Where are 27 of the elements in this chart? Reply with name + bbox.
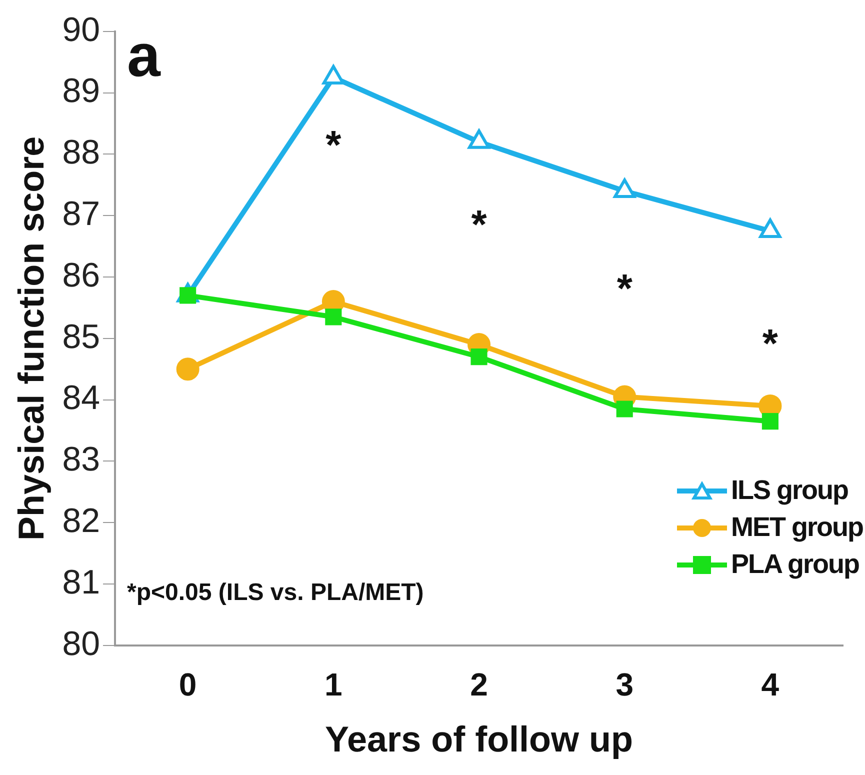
annotation: * [762, 322, 778, 366]
annotation: * [326, 123, 342, 168]
y-tick-label: 86 [62, 256, 100, 294]
legend-label: MET group [731, 512, 863, 544]
y-tick-label: 85 [62, 318, 100, 356]
annotation: * [616, 267, 633, 312]
x-tick-label: 2 [470, 666, 488, 702]
legend-label: ILS group [731, 475, 848, 506]
annotation: *p<0.05 (ILS vs. PLA/MET) [127, 579, 424, 606]
x-tick-label: 4 [761, 666, 780, 702]
x-tick-label: 0 [178, 666, 197, 702]
x-tick-label: 1 [324, 666, 342, 702]
annotation: a [127, 22, 162, 89]
y-tick-label: 82 [62, 502, 100, 540]
x-tick-label: 3 [616, 666, 634, 702]
y-tick-label: 90 [62, 10, 100, 49]
y-tick-label: 88 [62, 134, 100, 172]
legend-label: PLA group [731, 549, 859, 580]
y-tick-label: 89 [62, 72, 100, 110]
y-tick-label: 80 [62, 624, 100, 663]
y-tick-label: 87 [62, 194, 100, 233]
y-tick-label: 84 [62, 379, 100, 418]
annotation: * [471, 202, 488, 247]
y-tick-label: 81 [62, 563, 100, 602]
y-axis-title: Physical function score [10, 136, 52, 540]
y-tick-label: 83 [62, 440, 100, 479]
x-axis-title: Years of follow up [324, 718, 634, 760]
